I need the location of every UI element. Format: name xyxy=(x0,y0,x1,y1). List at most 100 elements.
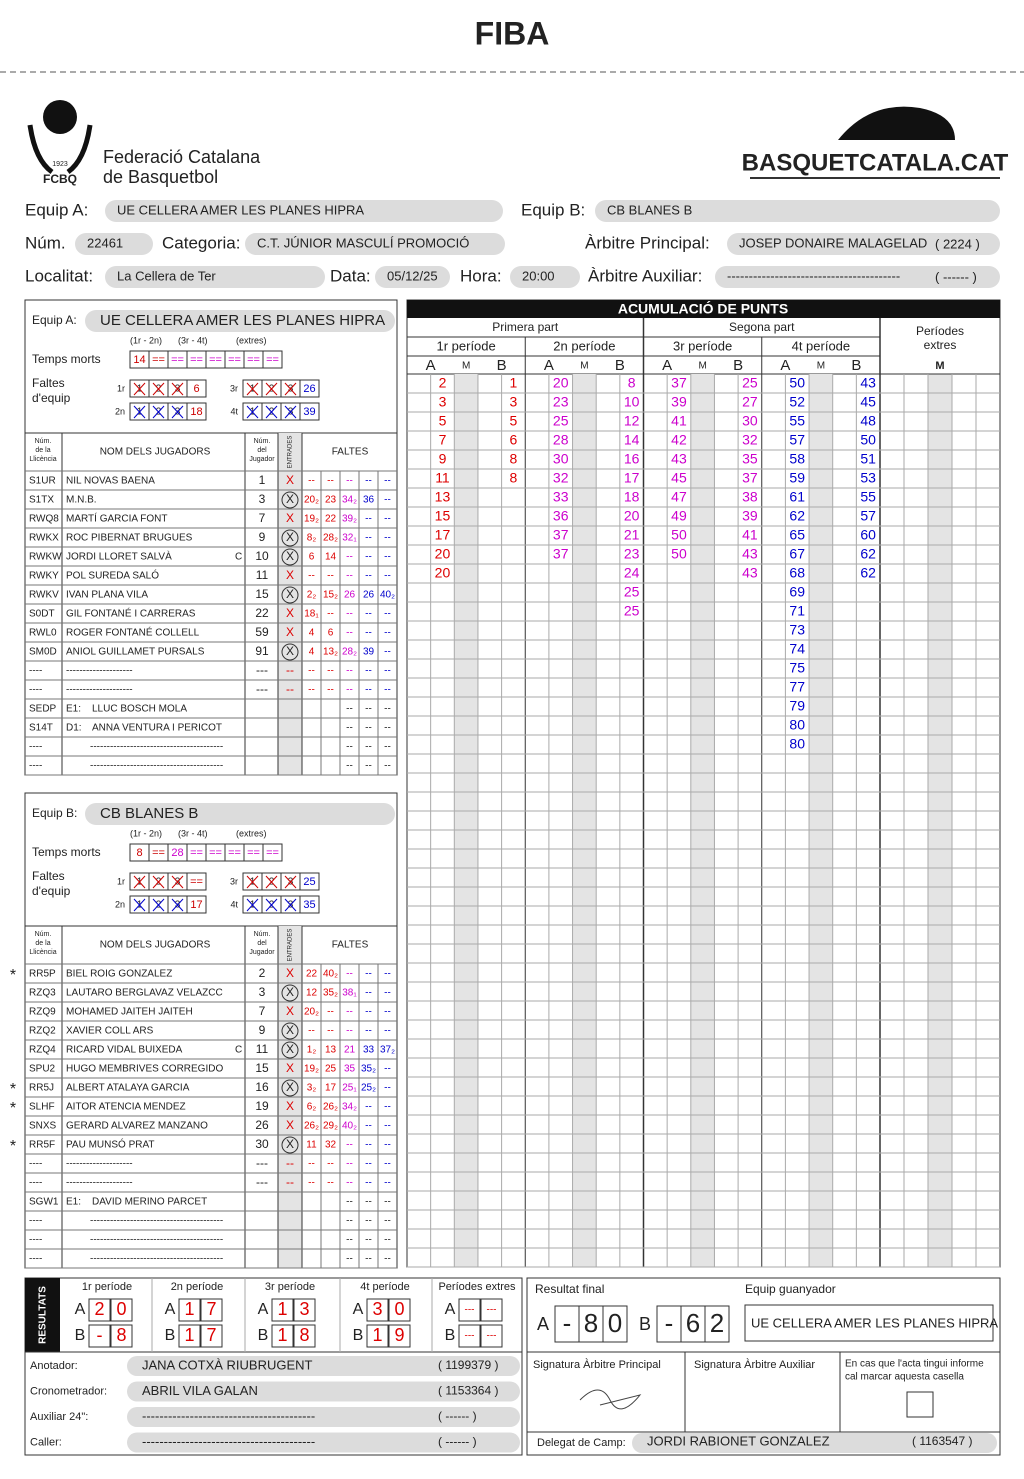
foul: -- xyxy=(384,1026,391,1037)
player-name: IVAN PLANA VILA xyxy=(66,590,148,601)
entry: X xyxy=(286,966,294,980)
player-number: 26 xyxy=(255,1118,269,1132)
entry: -- xyxy=(286,1175,294,1189)
foul: -- xyxy=(384,647,391,658)
score-a: 17 xyxy=(435,527,451,543)
score-a: 50 xyxy=(671,546,687,562)
entry: X xyxy=(286,1137,294,1151)
player-number: 2 xyxy=(259,966,266,980)
player-name: GIL FONTANÉ I CARRERAS xyxy=(66,607,196,620)
foul: -- xyxy=(327,666,334,677)
license: ---- xyxy=(29,1254,42,1265)
player-name: POL SUREDA SALÓ xyxy=(66,569,159,582)
foul: -- xyxy=(384,1083,391,1094)
foul: -- xyxy=(365,1178,372,1189)
cross xyxy=(265,405,278,419)
foul-total: 35 xyxy=(303,899,315,911)
foul: 19₂ xyxy=(304,1064,319,1075)
box xyxy=(186,895,207,914)
col-head: A xyxy=(544,357,554,374)
field-code: ( ------ ) xyxy=(935,269,977,284)
col-head: A xyxy=(426,357,436,374)
entry-circle xyxy=(281,1136,299,1154)
foul: 2₂ xyxy=(307,590,317,601)
team-letter: A xyxy=(75,1301,86,1318)
foul: -- xyxy=(365,1159,372,1170)
player-name: -------------------- xyxy=(66,1159,133,1170)
score-b: 55 xyxy=(860,489,876,505)
timeout: == xyxy=(266,847,279,859)
entry: -- xyxy=(286,663,294,677)
score-a: 20 xyxy=(435,546,451,562)
score-b: 17 xyxy=(624,470,640,486)
score-a: 20 xyxy=(435,565,451,581)
field-label: Data: xyxy=(330,266,371,285)
field-value: CB BLANES B xyxy=(607,202,692,217)
header: Jugador xyxy=(249,949,275,956)
foul: -- xyxy=(346,1178,353,1189)
score-b: 35 xyxy=(742,451,758,467)
field-pill xyxy=(127,1381,520,1402)
header: del xyxy=(257,940,267,947)
player-name: JORDI LLORET SALVÀ xyxy=(66,550,172,563)
foul: -- xyxy=(365,552,372,563)
score-b: 37 xyxy=(742,470,758,486)
m-column xyxy=(928,374,952,1267)
coach-foul: -- xyxy=(384,723,391,734)
entry: X xyxy=(286,530,294,544)
player-name: ALBERT ATALAYA GARCIA xyxy=(66,1083,190,1094)
foul: -- xyxy=(346,609,353,620)
digit-box xyxy=(271,1324,294,1348)
entry-circle xyxy=(281,643,299,661)
entry: X xyxy=(286,1023,294,1037)
coach-foul: -- xyxy=(365,1254,372,1265)
foul: -- xyxy=(384,571,391,582)
foul: -- xyxy=(346,571,353,582)
entry: X xyxy=(286,473,294,487)
player-name: LAUTARO BERGLAVAZ VELAZCC xyxy=(66,988,223,999)
field-value: 22461 xyxy=(87,235,123,250)
foul: 17 xyxy=(325,1083,337,1094)
entry: X xyxy=(286,1004,294,1018)
player-name: MOHAMED JAITEH JAITEH xyxy=(66,1007,193,1018)
foul: -- xyxy=(384,552,391,563)
score-b: 8 xyxy=(510,470,518,486)
timeout: == xyxy=(228,354,241,366)
cross xyxy=(246,875,259,889)
coach-name: ---------------------------------------- xyxy=(90,761,223,772)
score-a: 58 xyxy=(789,451,805,467)
header: NOM DELS JUGADORS xyxy=(100,447,211,458)
foul: 1₂ xyxy=(307,1045,317,1056)
official-label: Auxiliar 24": xyxy=(30,1411,88,1423)
coach-name: ---------------------------------------- xyxy=(90,1235,223,1246)
foul: 8₂ xyxy=(307,533,317,544)
official-code: ( 1199379 ) xyxy=(438,1358,499,1372)
team-letter: B xyxy=(353,1327,364,1344)
field-value: C.T. JÚNIOR MASCULÍ PROMOCIÓ xyxy=(257,235,469,250)
box xyxy=(299,379,320,398)
timeout-head: (extres) xyxy=(236,828,267,838)
cross xyxy=(152,382,165,396)
field-label: Hora: xyxy=(460,266,502,285)
foul: 25₁ xyxy=(342,1083,357,1094)
official-name: JANA COTXÀ RIUBRUGENT xyxy=(142,1357,313,1372)
cross xyxy=(246,898,259,912)
field-label: Núm. xyxy=(25,233,66,252)
license: RWQ8 xyxy=(29,514,59,525)
license: ---- xyxy=(29,742,42,753)
coach-foul: -- xyxy=(384,1197,391,1208)
entry: X xyxy=(286,1080,294,1094)
foul: -- xyxy=(365,988,372,999)
digit-box xyxy=(480,1324,503,1348)
field-pill xyxy=(510,266,580,288)
field-pill xyxy=(75,233,153,255)
timeout: 28 xyxy=(171,847,183,859)
timeout-head: (3r - 4t) xyxy=(178,828,208,838)
field-pill xyxy=(127,1407,520,1427)
results-label: RESULTATS xyxy=(38,1286,49,1344)
team-label: Equip B: xyxy=(32,806,77,820)
foul-period: 3r xyxy=(230,383,238,393)
entry: X xyxy=(286,587,294,601)
foul: -- xyxy=(365,533,372,544)
foul-total: == xyxy=(190,876,203,888)
